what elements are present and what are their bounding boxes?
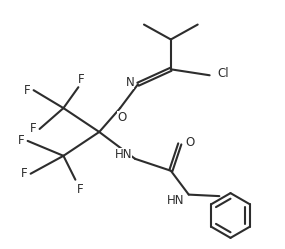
- Text: HN: HN: [167, 194, 184, 207]
- Text: F: F: [30, 123, 36, 135]
- Text: Cl: Cl: [217, 67, 229, 80]
- Text: F: F: [77, 183, 84, 196]
- Text: HN: HN: [115, 148, 132, 161]
- Text: F: F: [21, 167, 28, 180]
- Text: N: N: [126, 76, 135, 89]
- Text: O: O: [186, 136, 195, 149]
- Text: O: O: [117, 111, 126, 124]
- Text: F: F: [24, 84, 30, 97]
- Text: F: F: [18, 134, 25, 147]
- Text: F: F: [78, 73, 85, 86]
